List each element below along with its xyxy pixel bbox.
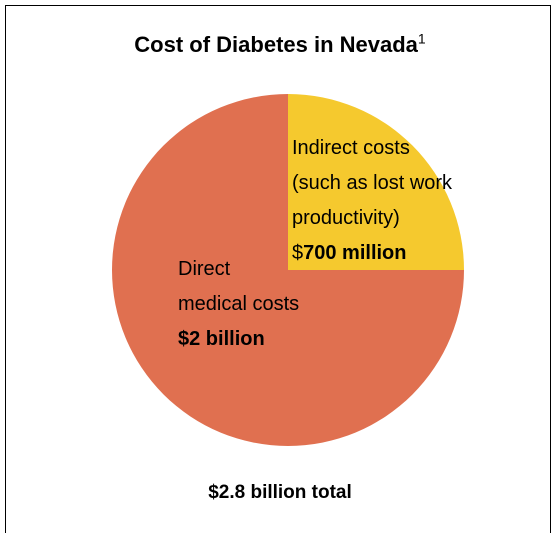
slice-label-indirect-line1: Indirect costs xyxy=(292,137,410,159)
slice-value-indirect-prefix: $ xyxy=(292,242,303,264)
chart-frame xyxy=(5,5,551,533)
slice-label-direct-line2: medical costs xyxy=(178,293,299,315)
chart-title-text: Cost of Diabetes in Nevada xyxy=(134,32,418,57)
chart-title-footnote: 1 xyxy=(417,30,426,47)
chart-title: Cost of Diabetes in Nevada1 xyxy=(0,32,560,58)
slice-label-indirect-line3: productivity) xyxy=(292,207,400,229)
total-cost-label: $2.8 billion total xyxy=(208,482,352,503)
slice-label-indirect-line2: (such as lost work xyxy=(292,172,453,194)
slice-value-direct: $2 billion xyxy=(178,328,265,350)
pie-slice-indirect-costs xyxy=(288,94,464,270)
slice-value-indirect: $700 million xyxy=(292,242,407,264)
slice-label-direct-line1: Direct xyxy=(178,258,231,280)
slice-value-indirect-amount: 700 million xyxy=(303,242,406,264)
